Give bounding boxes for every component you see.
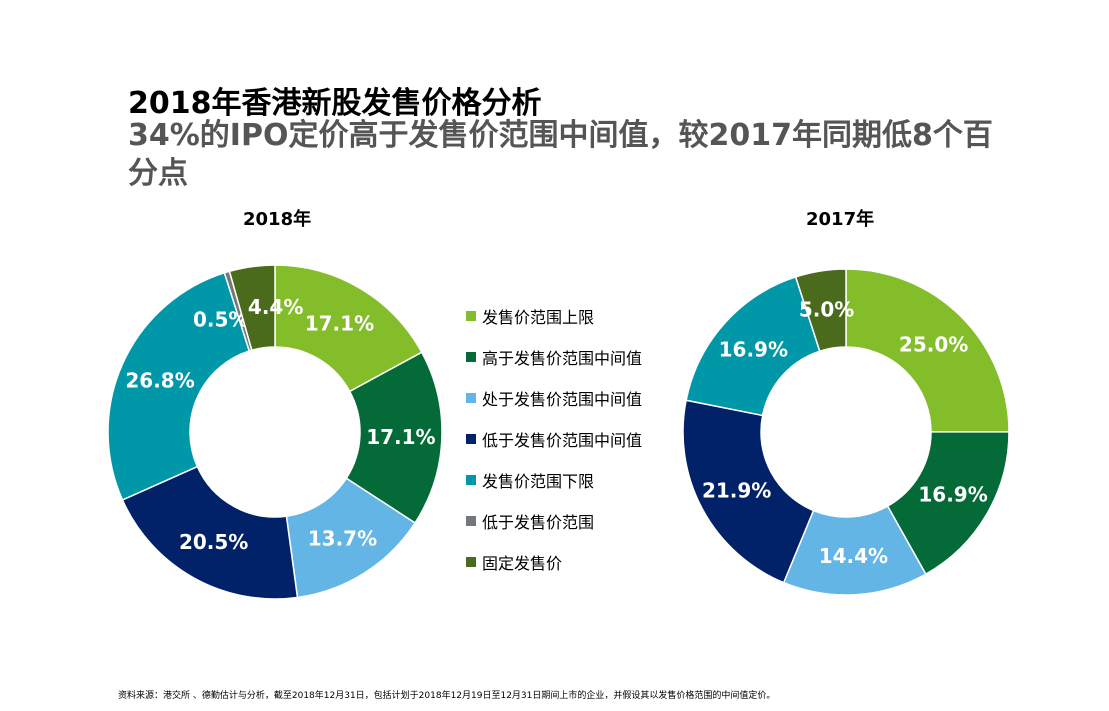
slice-label: 0.5% bbox=[193, 307, 248, 331]
chart-title-2018: 2018年 bbox=[243, 209, 312, 230]
slice-label: 21.9% bbox=[702, 478, 771, 502]
legend-label: 处于发售价范围中间值 bbox=[482, 389, 643, 409]
donut-slice bbox=[107, 271, 251, 501]
legend-label: 固定发售价 bbox=[482, 553, 563, 573]
slice-label: 5.0% bbox=[799, 298, 854, 322]
slice-label: 16.9% bbox=[918, 483, 987, 507]
page-title: 2018年香港新股发售价格分析 bbox=[128, 86, 542, 121]
legend-item: 处于发售价范围中间值 bbox=[466, 377, 642, 418]
legend-item: 低于发售价范围 bbox=[466, 500, 642, 541]
legend-swatch bbox=[466, 351, 476, 362]
slice-label: 26.8% bbox=[125, 368, 194, 392]
donut-slice bbox=[121, 465, 299, 600]
legend-label: 高于发售价范围中间值 bbox=[482, 348, 643, 368]
slice-label: 14.4% bbox=[819, 544, 888, 568]
page-subtitle: 34%的IPO定价高于发售价范围中间值，较2017年同期低8个百分点 bbox=[128, 118, 993, 191]
slice-label: 4.4% bbox=[248, 295, 303, 319]
donut-slice bbox=[274, 264, 423, 393]
slice-label: 13.7% bbox=[308, 526, 377, 550]
legend-label: 发售价范围下限 bbox=[482, 471, 595, 491]
legend-item: 高于发售价范围中间值 bbox=[466, 336, 642, 377]
legend-item: 发售价范围上限 bbox=[466, 295, 642, 336]
legend-swatch bbox=[466, 474, 476, 485]
donut-slice bbox=[228, 264, 276, 352]
donut-slice bbox=[345, 351, 443, 524]
slice-label: 17.1% bbox=[305, 312, 374, 336]
legend-swatch bbox=[466, 515, 476, 526]
legend-swatch bbox=[466, 556, 476, 567]
legend-swatch bbox=[466, 392, 476, 403]
slice-label: 16.9% bbox=[719, 338, 788, 362]
legend-label: 低于发售价范围 bbox=[482, 512, 595, 532]
donut-slice bbox=[682, 399, 815, 584]
legend-label: 发售价范围上限 bbox=[482, 307, 595, 327]
legend-label: 低于发售价范围中间值 bbox=[482, 430, 643, 450]
legend-item: 发售价范围下限 bbox=[466, 459, 642, 500]
legend-item: 固定发售价 bbox=[466, 541, 642, 582]
slice-label: 25.0% bbox=[899, 332, 968, 356]
donut-slice bbox=[794, 268, 847, 353]
chart-title-2017: 2017年 bbox=[806, 209, 875, 230]
slice-label: 20.5% bbox=[179, 530, 248, 554]
donut-slice bbox=[845, 268, 1010, 433]
legend-swatch bbox=[466, 310, 476, 321]
donut-slice bbox=[886, 430, 1010, 576]
source-note: 资料来源：港交所 、德勤估计与分析，截至2018年12月31日，包括计划于201… bbox=[118, 691, 776, 701]
slice-label: 17.1% bbox=[366, 425, 435, 449]
legend-swatch bbox=[466, 433, 476, 444]
legend: 发售价范围上限高于发售价范围中间值 处于发售价范围中间值 低于发售价范围中间值 发售价… bbox=[466, 295, 642, 582]
donut-slice bbox=[685, 276, 821, 417]
legend-item: 低于发售价范围中间值 bbox=[466, 418, 642, 459]
